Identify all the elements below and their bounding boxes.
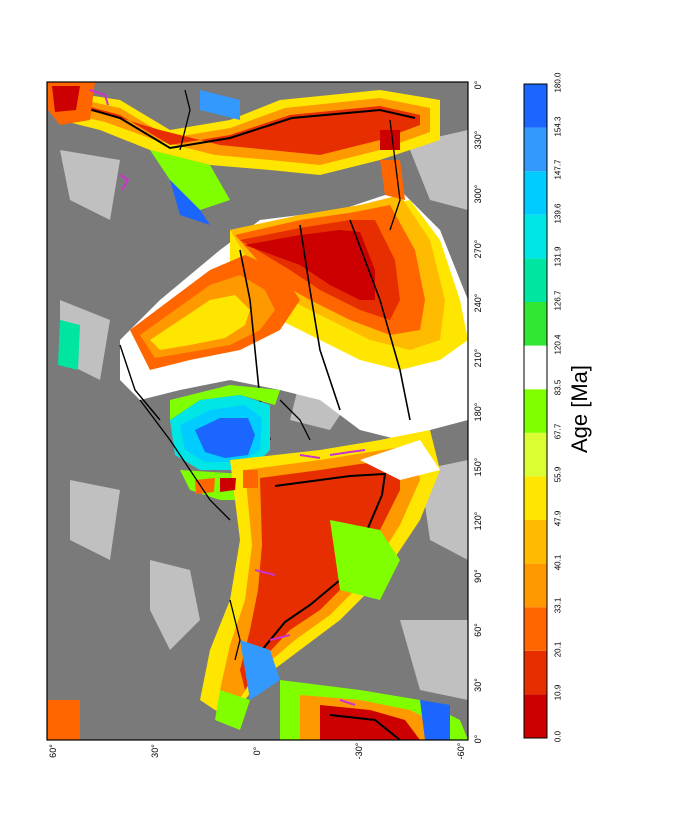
longitude-tick-label: 0° (473, 80, 483, 90)
colorbar-swatch (524, 563, 547, 608)
colorbar-tick-label: 180.0 (553, 72, 563, 93)
latitude-tick-label: -60° (456, 742, 466, 760)
longitude-tick-label: 330° (473, 130, 483, 149)
colorbar-swatch (524, 389, 547, 433)
colorbar-swatch (524, 520, 547, 564)
colorbar-swatch (524, 258, 547, 302)
colorbar-swatch (524, 302, 547, 346)
longitude-tick-label: 90° (473, 568, 483, 583)
colorbar-tick-label: 0.0 (553, 730, 563, 743)
colorbar-swatch (524, 650, 547, 695)
colorbar-tick-label: 33.1 (553, 597, 563, 614)
latitude-tick-label: 60° (48, 744, 58, 758)
longitude-tick-label: 30° (473, 677, 483, 692)
colorbar-tick-label: 131.9 (553, 246, 563, 267)
colorbar-tick-label: 154.3 (553, 116, 563, 137)
colorbar-swatch (524, 607, 547, 651)
colorbar-swatch (524, 345, 547, 390)
colorbar-swatch (524, 127, 547, 172)
colorbar-tick-label: 83.5 (553, 379, 563, 396)
colorbar-tick-label: 55.9 (553, 467, 563, 483)
colorbar-swatch (524, 694, 547, 738)
colorbar-tick-label: 120.4 (553, 334, 563, 355)
longitude-tick-label: 150° (473, 457, 483, 476)
colorbar-swatch (524, 171, 547, 215)
colorbar-tick-label: 40.1 (553, 554, 563, 570)
colorbar (523, 83, 548, 739)
map-frame (46, 81, 469, 741)
colorbar-title: Age [Ma] (567, 364, 592, 454)
colorbar-swatch (524, 84, 547, 128)
longitude-tick-label: 180° (473, 402, 483, 422)
colorbar-tick-label: 10.9 (553, 685, 563, 701)
colorbar-swatch (524, 476, 547, 520)
longitude-tick-label: 240° (473, 293, 483, 313)
longitude-tick-label: 120° (473, 511, 483, 531)
latitude-tick-label: 0° (252, 746, 262, 756)
longitude-tick-label: 300° (473, 184, 483, 204)
colorbar-swatch (524, 214, 547, 259)
longitude-tick-label: 210° (473, 348, 483, 367)
colorbar-tick-label: 20.1 (553, 641, 563, 658)
longitude-tick-label: 270° (473, 239, 483, 258)
colorbar-swatch (524, 432, 547, 477)
latitude-tick-label: -30° (354, 742, 364, 760)
colorbar-frame (523, 83, 548, 739)
colorbar-tick-label: 126.7 (553, 290, 563, 311)
map-panel (47, 82, 468, 740)
colorbar-tick-label: 147.7 (553, 159, 563, 180)
longitude-tick-label: 60° (473, 623, 483, 637)
latitude-tick-label: 30° (150, 744, 160, 758)
colorbar-tick-label: 47.9 (553, 510, 563, 527)
longitude-tick-label: 0° (473, 734, 483, 744)
colorbar-tick-label: 67.7 (553, 423, 563, 440)
colorbar-tick-label: 139.6 (553, 203, 563, 224)
